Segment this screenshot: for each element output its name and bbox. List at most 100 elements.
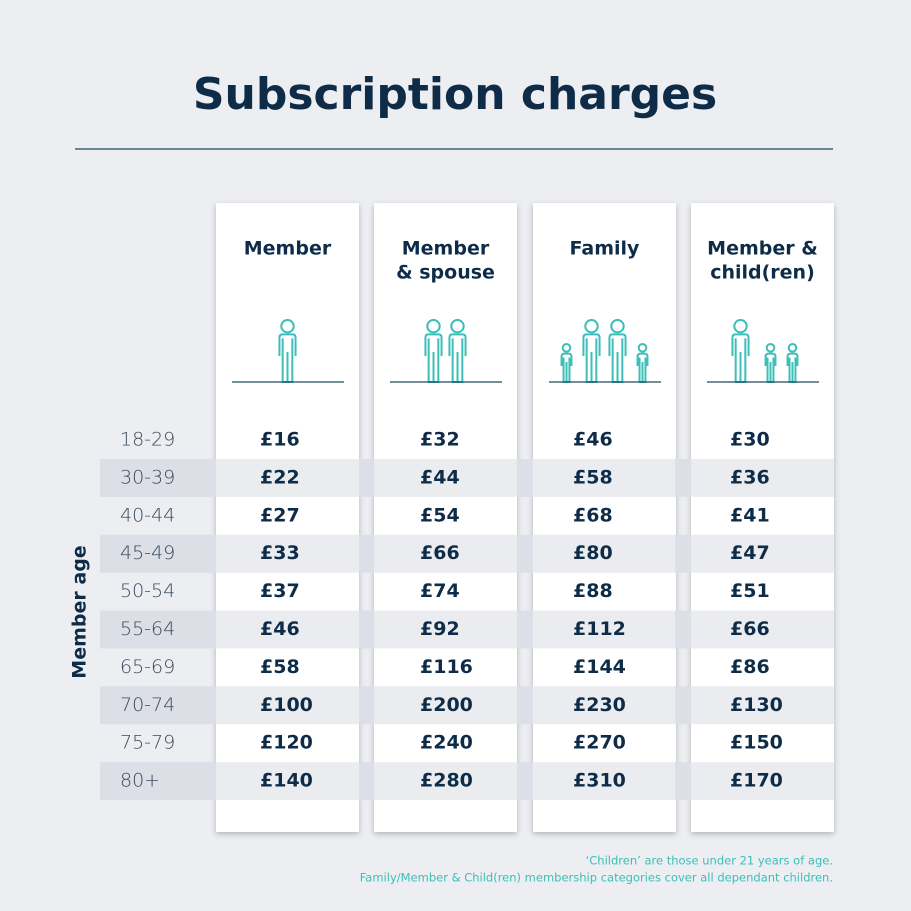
age-label: 70-74: [120, 694, 175, 716]
price: £16: [260, 429, 300, 451]
price: £27: [260, 504, 300, 526]
card: [533, 203, 676, 832]
row-stripe: [691, 610, 834, 649]
row-stripe: [374, 762, 517, 801]
price: £74: [420, 580, 460, 602]
row-stripe: [533, 458, 676, 497]
row-stripe-gap: [359, 686, 374, 725]
price: £44: [420, 466, 460, 488]
age-label: 30-39: [120, 466, 175, 488]
price: £230: [573, 694, 626, 716]
row-stripe: [216, 762, 359, 801]
head: [426, 319, 441, 334]
row-stripe-gap: [675, 458, 691, 497]
title: Subscription charges: [193, 69, 717, 120]
row-stripe: [533, 534, 676, 573]
row-stripe-gap: [517, 458, 533, 497]
price: £51: [730, 580, 770, 602]
price: £170: [730, 770, 783, 792]
head: [561, 343, 572, 353]
row-stripe-gap: [675, 534, 691, 573]
price: £30: [730, 429, 770, 451]
price: £200: [420, 694, 473, 716]
body: [764, 352, 777, 383]
price: £150: [730, 732, 783, 754]
row-stripe-label: [100, 686, 216, 725]
price: £32: [420, 429, 460, 451]
head: [733, 319, 748, 334]
price: £36: [730, 466, 770, 488]
row-stripe: [216, 534, 359, 573]
row-stripe-gap: [359, 610, 374, 649]
age-label: 45-49: [120, 542, 175, 564]
body: [731, 333, 750, 383]
row-stripe: [216, 610, 359, 649]
price: £92: [420, 618, 460, 640]
age-label: 65-69: [120, 656, 175, 678]
row-stripe: [374, 534, 517, 573]
price: £47: [730, 542, 770, 564]
price: £100: [260, 694, 313, 716]
icon: [390, 319, 502, 383]
side-label: Member age: [69, 545, 91, 678]
row-stripe: [533, 686, 676, 725]
age-label: 40-44: [120, 504, 175, 526]
price: £116: [420, 656, 473, 678]
price: £240: [420, 732, 473, 754]
price: £270: [573, 732, 626, 754]
row-stripe: [533, 610, 676, 649]
price: £41: [730, 504, 770, 526]
card: [691, 203, 834, 832]
row-stripe: [374, 686, 517, 725]
card: [374, 203, 517, 832]
body: [786, 352, 799, 383]
body: [448, 333, 467, 383]
row-stripe-label: [100, 534, 216, 573]
body: [636, 352, 649, 383]
footnote: ‘Children’ are those under 21 years of a…: [586, 854, 833, 868]
column-header: Family: [570, 238, 641, 260]
price: £80: [573, 542, 613, 564]
head: [584, 319, 599, 334]
row-stripe-label: [100, 458, 216, 497]
row-stripe-label: [100, 762, 216, 801]
head: [765, 343, 776, 353]
price: £54: [420, 504, 460, 526]
row-stripe-gap: [517, 762, 533, 801]
row-stripe: [374, 458, 517, 497]
age-label: 75-79: [120, 732, 175, 754]
row-stripe: [691, 534, 834, 573]
icon: [232, 319, 344, 383]
price: £46: [260, 618, 300, 640]
age-label: 55-64: [120, 618, 175, 640]
row-stripe-gap: [359, 458, 374, 497]
row-stripe-gap: [675, 610, 691, 649]
body: [582, 333, 601, 383]
row-stripe: [216, 686, 359, 725]
row-stripe-gap: [675, 762, 691, 801]
price: £22: [260, 466, 300, 488]
row-stripe-gap: [359, 762, 374, 801]
body: [278, 333, 297, 383]
card: [216, 203, 359, 832]
price: £310: [573, 770, 626, 792]
footnote: Family/Member & Child(ren) membership ca…: [360, 871, 833, 885]
price: £46: [573, 429, 613, 451]
price: £66: [420, 542, 460, 564]
rows: 18-29 £16 £32 £46 £30 30-39 £22 £44 £58 £36 40-44 £…: [100, 429, 834, 801]
row-stripe: [533, 762, 676, 801]
column-header: Member &: [707, 238, 818, 260]
age-label: 80+: [120, 770, 160, 792]
row-stripe: [374, 610, 517, 649]
body: [608, 333, 627, 383]
column-header: Member: [244, 238, 332, 260]
head: [787, 343, 798, 353]
body: [560, 352, 573, 383]
price: £58: [260, 656, 300, 678]
price: £33: [260, 542, 300, 564]
row-stripe-gap: [517, 534, 533, 573]
age-label: 50-54: [120, 580, 175, 602]
row-stripe: [691, 686, 834, 725]
